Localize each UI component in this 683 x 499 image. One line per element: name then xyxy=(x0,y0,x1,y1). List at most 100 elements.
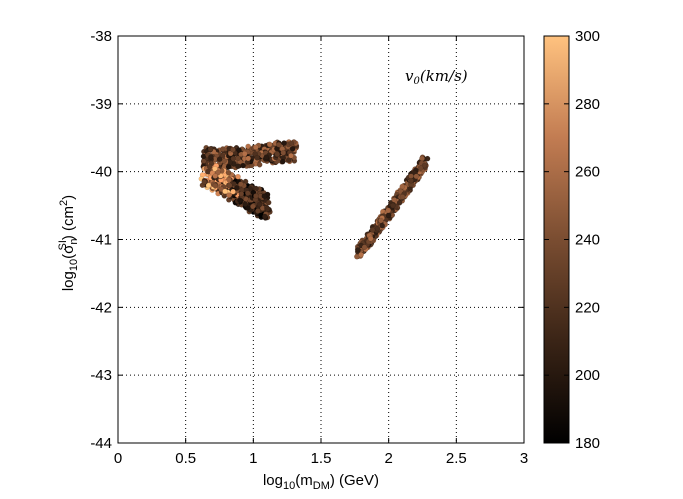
data-point xyxy=(255,208,261,214)
data-point xyxy=(253,144,259,150)
data-point xyxy=(262,213,268,220)
data-point xyxy=(390,202,396,209)
x-tick-labels: 0 0.5 1 1.5 2 2.5 3 xyxy=(114,450,528,467)
data-point xyxy=(274,151,281,157)
data-point xyxy=(222,188,228,195)
data-point xyxy=(245,143,251,150)
data-point xyxy=(399,194,406,200)
x-tick-label: 0 xyxy=(114,450,122,467)
data-point xyxy=(391,197,398,203)
data-point xyxy=(385,207,392,214)
data-point xyxy=(225,169,232,176)
data-point xyxy=(235,155,241,162)
data-point xyxy=(215,169,221,176)
data-point xyxy=(279,158,286,165)
data-point xyxy=(281,140,287,146)
data-point xyxy=(374,225,381,232)
grid xyxy=(118,36,524,443)
data-point xyxy=(355,247,361,253)
colorbar-tick-label: 260 xyxy=(575,164,600,181)
data-point xyxy=(230,155,237,162)
colorbar-tick-label: 200 xyxy=(575,367,600,384)
data-point xyxy=(201,179,208,185)
data-point xyxy=(241,150,248,157)
data-point xyxy=(265,199,272,206)
data-point xyxy=(254,154,261,161)
axis-ticks xyxy=(117,35,525,444)
data-point xyxy=(206,163,213,170)
data-point xyxy=(288,140,295,147)
data-point xyxy=(263,154,270,160)
data-point xyxy=(237,197,243,204)
colorbar-tick-label: 220 xyxy=(575,299,600,316)
data-point xyxy=(289,146,296,152)
data-point xyxy=(408,177,414,184)
x-tick-label: 2.5 xyxy=(446,450,467,467)
data-point xyxy=(396,199,403,206)
y-tick-label: -43 xyxy=(90,367,112,384)
y-tick-label: -44 xyxy=(90,435,112,452)
y-tick-label: -42 xyxy=(90,299,112,316)
data-point xyxy=(230,188,236,195)
data-point xyxy=(207,146,214,152)
data-point xyxy=(256,201,263,208)
colorbar-tick-label: 300 xyxy=(575,28,600,45)
data-point xyxy=(413,173,420,180)
data-point xyxy=(230,146,236,153)
data-point xyxy=(212,166,218,172)
data-point xyxy=(226,192,232,198)
scatter-points xyxy=(198,139,431,260)
x-tick-label: 1.5 xyxy=(311,450,332,467)
data-point xyxy=(236,147,242,153)
x-tick-label: 0.5 xyxy=(175,450,196,467)
data-point xyxy=(220,146,226,152)
data-point xyxy=(205,182,212,189)
data-point xyxy=(385,212,392,218)
colorbar-tick-labels: 180 200 220 240 260 280 300 xyxy=(575,28,600,452)
colorbar-tick-label: 280 xyxy=(575,96,600,113)
colorbar-tick-label: 180 xyxy=(575,435,600,452)
data-point xyxy=(286,157,292,163)
data-point xyxy=(245,190,251,196)
data-point xyxy=(235,173,241,180)
x-tick-label: 1 xyxy=(249,450,257,467)
data-point xyxy=(235,163,241,170)
data-point xyxy=(240,162,246,169)
data-point xyxy=(208,154,214,160)
data-point xyxy=(226,182,233,189)
colorbar-tick-label: 240 xyxy=(575,232,600,249)
data-point xyxy=(367,235,374,242)
data-point xyxy=(280,149,286,156)
y-tick-label: -38 xyxy=(90,28,112,45)
y-tick-label: -40 xyxy=(90,164,112,181)
y-tick-labels: -44 -43 -42 -41 -40 -39 -38 xyxy=(90,28,112,452)
data-point xyxy=(288,152,294,159)
data-point xyxy=(399,183,406,190)
data-point xyxy=(212,173,218,179)
y-tick-label: -41 xyxy=(90,232,112,249)
data-point xyxy=(242,201,249,207)
data-point xyxy=(264,206,271,212)
data-point xyxy=(419,155,425,162)
y-axis-label: log10(σnSI) (cm2) xyxy=(57,195,80,291)
data-point xyxy=(238,191,245,197)
data-point xyxy=(361,244,368,250)
data-point xyxy=(212,182,219,189)
data-point xyxy=(256,161,263,168)
data-point xyxy=(238,181,244,187)
data-point xyxy=(261,193,268,199)
data-point xyxy=(421,162,428,169)
data-point xyxy=(358,251,364,258)
data-point xyxy=(266,141,273,148)
annotation-v0: v0(km/s) xyxy=(405,67,468,87)
data-point xyxy=(379,222,385,229)
data-point xyxy=(253,193,259,199)
data-point xyxy=(276,141,282,148)
data-point xyxy=(378,217,384,224)
data-point xyxy=(216,156,223,162)
x-tick-label: 3 xyxy=(520,450,528,467)
data-point xyxy=(250,203,256,210)
data-point xyxy=(226,176,232,183)
data-point xyxy=(234,185,240,191)
